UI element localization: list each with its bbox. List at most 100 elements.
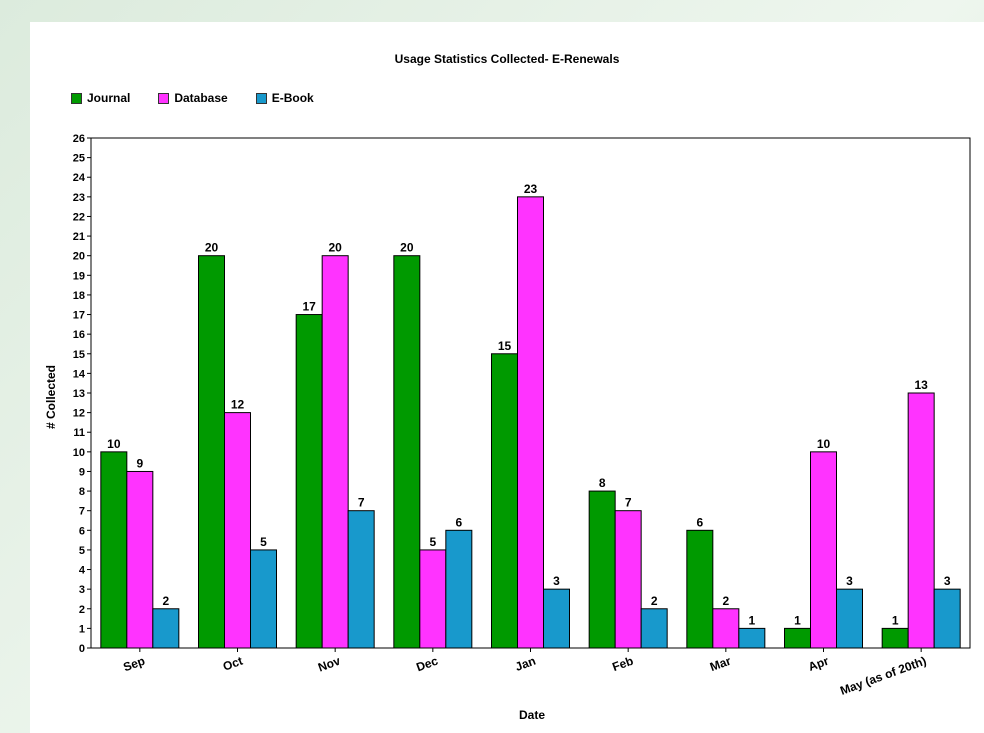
bar-e-book-feb (640, 608, 668, 649)
data-label: 10 (817, 437, 831, 451)
data-label: 3 (944, 574, 951, 588)
legend-label-journal: Journal (87, 91, 131, 105)
y-tick-label: 16 (73, 329, 85, 341)
y-tick-label: 19 (73, 270, 85, 282)
y-tick-label: 12 (73, 408, 85, 420)
legend-item-journal: Journal (71, 91, 130, 105)
data-label: 7 (625, 496, 632, 510)
y-tick-label: 2 (79, 604, 85, 616)
data-label: 20 (400, 241, 414, 255)
data-label: 15 (498, 339, 512, 353)
data-label: 12 (231, 398, 245, 412)
y-tick-label: 17 (73, 310, 85, 322)
y-tick-label: 5 (79, 545, 85, 557)
bar-database-nov (321, 255, 349, 649)
x-tick-label: Apr (806, 654, 831, 674)
data-label: 8 (599, 476, 606, 490)
data-label: 20 (328, 241, 342, 255)
legend-swatch-ebook (255, 92, 267, 104)
legend-item-ebook: E-Book (255, 91, 314, 105)
data-label: 13 (914, 378, 928, 392)
x-axis-label: Date (519, 708, 545, 722)
data-label: 1 (794, 613, 801, 627)
bar-journal-feb (588, 490, 616, 649)
legend-label-database: Database (174, 91, 228, 105)
bar-e-book-may-as-of-20th- (933, 588, 961, 649)
y-tick-label: 8 (79, 486, 85, 498)
x-tick-label: Oct (221, 654, 245, 674)
bar-e-book-dec (445, 529, 473, 649)
y-tick-label: 23 (73, 192, 85, 204)
y-tick-label: 20 (73, 251, 85, 263)
x-tick-label: Nov (316, 654, 342, 675)
y-tick-label: 22 (73, 211, 85, 223)
y-tick-label: 6 (79, 525, 85, 537)
legend-label-ebook: E-Book (271, 91, 314, 105)
x-tick-label: Mar (708, 654, 733, 675)
bar-database-apr (810, 451, 837, 649)
data-label: 20 (205, 241, 219, 255)
data-label: 10 (107, 437, 121, 451)
bar-journal-oct (198, 255, 225, 649)
chart-title: Usage Statistics Collected- E-Renewals (394, 52, 620, 66)
data-label: 7 (358, 496, 365, 510)
bar-e-book-oct (250, 549, 277, 649)
bar-journal-dec (393, 255, 421, 649)
data-label: 2 (162, 594, 169, 608)
bar-e-book-nov (347, 510, 375, 649)
y-tick-label: 10 (73, 447, 85, 459)
bar-database-feb (614, 510, 642, 649)
bar-e-book-mar (738, 627, 766, 649)
data-label: 5 (260, 535, 267, 549)
data-label: 6 (455, 515, 462, 529)
y-tick-label: 21 (73, 231, 85, 243)
bar-database-dec (419, 549, 447, 649)
y-axis-label: # Collected (44, 365, 58, 429)
bar-database-may-as-of-20th- (907, 392, 935, 649)
bar-database-jan (517, 196, 544, 649)
y-tick-label: 15 (73, 349, 85, 361)
data-label: 2 (722, 594, 729, 608)
bar-e-book-jan (543, 588, 570, 649)
y-tick-label: 1 (79, 623, 85, 635)
data-label: 5 (429, 535, 436, 549)
bar-database-oct (224, 412, 251, 649)
x-tick-label: Feb (610, 654, 635, 674)
bar-database-sep (126, 470, 154, 649)
x-tick-label: May (as of 20th) (838, 654, 928, 698)
bar-journal-jan (491, 353, 518, 649)
legend-swatch-journal (71, 92, 82, 104)
data-label: 2 (651, 594, 658, 608)
bar-journal-sep (100, 451, 128, 649)
bar-journal-nov (295, 314, 323, 649)
data-label: 3 (553, 574, 560, 588)
legend-swatch-database (158, 92, 170, 104)
y-tick-label: 13 (73, 388, 85, 400)
data-label: 6 (696, 515, 703, 529)
y-tick-label: 26 (73, 133, 85, 145)
bar-journal-may-as-of-20th- (881, 627, 909, 649)
bar-e-book-sep (152, 608, 180, 649)
y-tick-label: 24 (73, 172, 86, 184)
y-tick-label: 4 (79, 565, 86, 577)
bar-e-book-apr (836, 588, 863, 649)
y-tick-label: 9 (79, 466, 85, 478)
y-tick-label: 14 (73, 368, 86, 380)
data-label: 9 (136, 456, 143, 470)
data-label: 3 (846, 574, 853, 588)
x-tick-label: Sep (121, 654, 146, 675)
y-tick-label: 25 (73, 153, 85, 165)
data-label: 23 (524, 182, 538, 196)
data-label: 1 (892, 613, 899, 627)
data-label: 1 (748, 613, 755, 627)
bar-database-mar (712, 608, 740, 649)
y-tick-label: 3 (79, 584, 85, 596)
y-tick-label: 11 (73, 427, 85, 439)
legend: Journal Database E-Book (71, 91, 314, 105)
y-tick-label: 7 (79, 506, 85, 518)
bar-journal-apr (784, 627, 811, 649)
x-tick-label: Dec (414, 654, 440, 675)
y-tick-label: 18 (73, 290, 85, 302)
x-tick-label: Jan (513, 654, 537, 674)
